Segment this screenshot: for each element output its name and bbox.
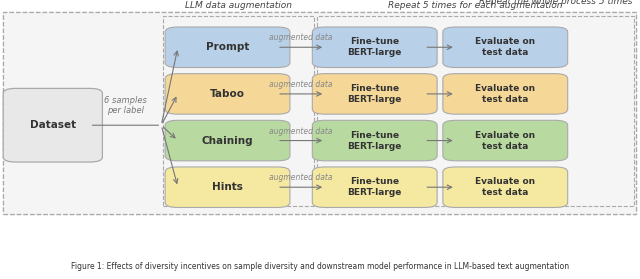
Text: Fine-tune
BERT-large: Fine-tune BERT-large [348, 131, 402, 151]
Bar [317, 16, 634, 206]
Text: augmented data: augmented data [269, 127, 333, 136]
FancyBboxPatch shape [3, 88, 102, 162]
FancyBboxPatch shape [312, 167, 437, 208]
Text: augmented data: augmented data [269, 33, 333, 42]
FancyBboxPatch shape [312, 120, 437, 161]
Text: Hints: Hints [212, 182, 243, 192]
Bar [3, 12, 636, 214]
FancyBboxPatch shape [443, 120, 568, 161]
Text: augmented data: augmented data [269, 173, 333, 182]
FancyBboxPatch shape [165, 74, 290, 114]
FancyBboxPatch shape [443, 167, 568, 208]
Text: Fine-tune
BERT-large: Fine-tune BERT-large [348, 177, 402, 197]
Text: Chaining: Chaining [202, 136, 253, 146]
Text: Fine-tune
BERT-large: Fine-tune BERT-large [348, 84, 402, 104]
Text: 6 samples
per label: 6 samples per label [104, 96, 147, 116]
FancyBboxPatch shape [165, 167, 290, 208]
Bar [3, 12, 636, 214]
Text: Repeat 5 times for each augmentation: Repeat 5 times for each augmentation [388, 1, 563, 10]
Text: Figure 1: Effects of diversity incentives on sample diversity and downstream mod: Figure 1: Effects of diversity incentive… [71, 262, 569, 271]
Text: Evaluate on
test data: Evaluate on test data [476, 84, 535, 104]
FancyBboxPatch shape [443, 74, 568, 114]
Text: augmented data: augmented data [269, 80, 333, 89]
FancyBboxPatch shape [165, 120, 290, 161]
FancyBboxPatch shape [443, 27, 568, 68]
FancyBboxPatch shape [312, 74, 437, 114]
Text: Evaluate on
test data: Evaluate on test data [476, 131, 535, 151]
Text: Evaluate on
test data: Evaluate on test data [476, 37, 535, 57]
Text: Taboo: Taboo [210, 89, 245, 99]
FancyBboxPatch shape [165, 27, 290, 68]
Bar [163, 16, 314, 206]
FancyBboxPatch shape [312, 27, 437, 68]
Text: Repeat the whole process 5 times: Repeat the whole process 5 times [479, 0, 632, 6]
Text: Evaluate on
test data: Evaluate on test data [476, 177, 535, 197]
Text: Prompt: Prompt [206, 42, 249, 52]
Text: Dataset: Dataset [29, 120, 76, 130]
Text: Fine-tune
BERT-large: Fine-tune BERT-large [348, 37, 402, 57]
Text: LLM data augmentation: LLM data augmentation [185, 1, 292, 10]
